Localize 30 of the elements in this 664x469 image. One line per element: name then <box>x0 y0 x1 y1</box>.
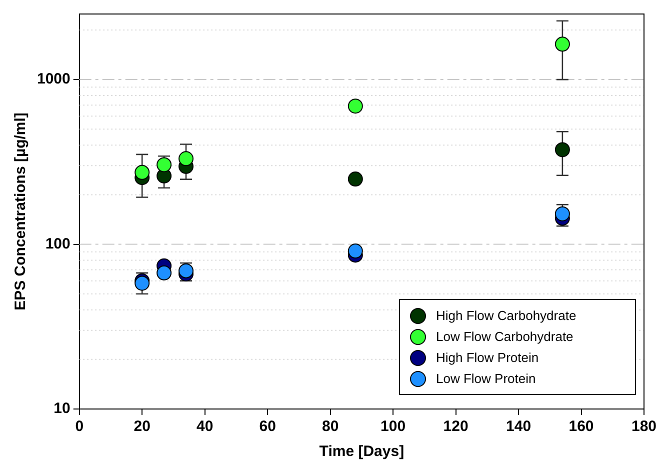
y-axis-title: EPS Concentrations [µg/ml] <box>12 112 30 310</box>
x-tick-label: 40 <box>196 418 214 436</box>
point <box>156 157 172 172</box>
y-tick-label: 1000 <box>36 70 70 88</box>
point <box>554 206 570 222</box>
point <box>348 98 363 114</box>
legend-label: Low Flow Protein <box>436 371 536 386</box>
x-axis-title: Time [Days] <box>319 443 404 460</box>
x-tick-label: 100 <box>380 418 406 436</box>
x-tick-label: 140 <box>506 418 532 436</box>
y-tick-label: 10 <box>54 400 70 418</box>
x-tick-label: 20 <box>134 418 150 436</box>
x-tick-label: 160 <box>568 418 594 436</box>
point <box>348 244 363 259</box>
legend-label: High Flow Protein <box>436 350 539 365</box>
point <box>554 142 570 158</box>
x-tick-label: 120 <box>443 418 468 436</box>
point <box>134 164 150 180</box>
point <box>178 151 194 166</box>
x-tick-label: 60 <box>259 418 276 436</box>
legend-label: High Flow Carbohydrate <box>436 308 576 323</box>
point <box>156 265 172 280</box>
point <box>178 263 194 278</box>
legend-label: Low Flow Carbohydrate <box>436 329 574 344</box>
y-tick-label: 100 <box>45 235 70 252</box>
x-tick-label: 0 <box>75 418 84 436</box>
point <box>348 172 363 187</box>
x-tick-label: 180 <box>631 418 657 436</box>
point <box>554 36 570 52</box>
x-tick-label: 80 <box>322 418 339 436</box>
